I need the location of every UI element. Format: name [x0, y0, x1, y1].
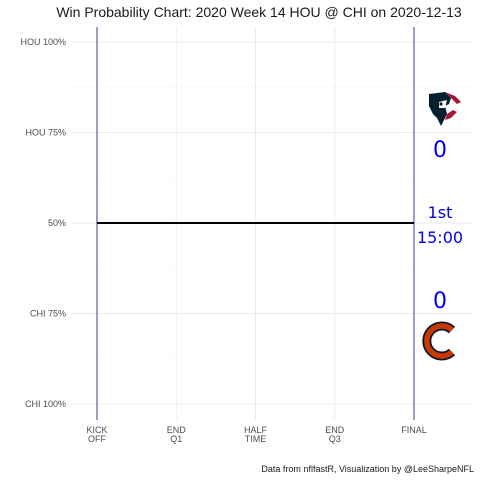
x-tick-label: END Q3 [325, 425, 345, 444]
y-tick-label: CHI 100% [25, 399, 66, 409]
quarter-label: 1st [428, 203, 453, 222]
hou-score: 0 [433, 138, 447, 163]
game-clock: 15:00 [417, 228, 463, 247]
y-tick-label: CHI 75% [30, 309, 66, 319]
x-tick-label: KICK OFF [86, 425, 107, 444]
y-tick-label: HOU 75% [25, 128, 66, 138]
x-tick-label: FINAL [401, 425, 427, 435]
chart-title: Win Probability Chart: 2020 Week 14 HOU … [56, 4, 462, 20]
houston-texans-logo-icon [429, 92, 461, 126]
y-tick-label: HOU 100% [20, 37, 66, 47]
chart-caption: Data from nflfastR, Visualization by @Le… [261, 464, 474, 474]
x-tick-labels: KICK OFF END Q1 HALF TIME END Q3 FINAL [86, 425, 426, 444]
chicago-bears-logo-icon [422, 321, 456, 361]
y-tick-label: 50% [48, 218, 66, 228]
x-tick-label: END Q1 [167, 425, 187, 444]
chi-score: 0 [433, 289, 447, 314]
x-tick-label: HALF TIME [244, 425, 268, 444]
y-tick-labels: HOU 100% HOU 75% 50% CHI 75% CHI 100% [20, 37, 66, 409]
